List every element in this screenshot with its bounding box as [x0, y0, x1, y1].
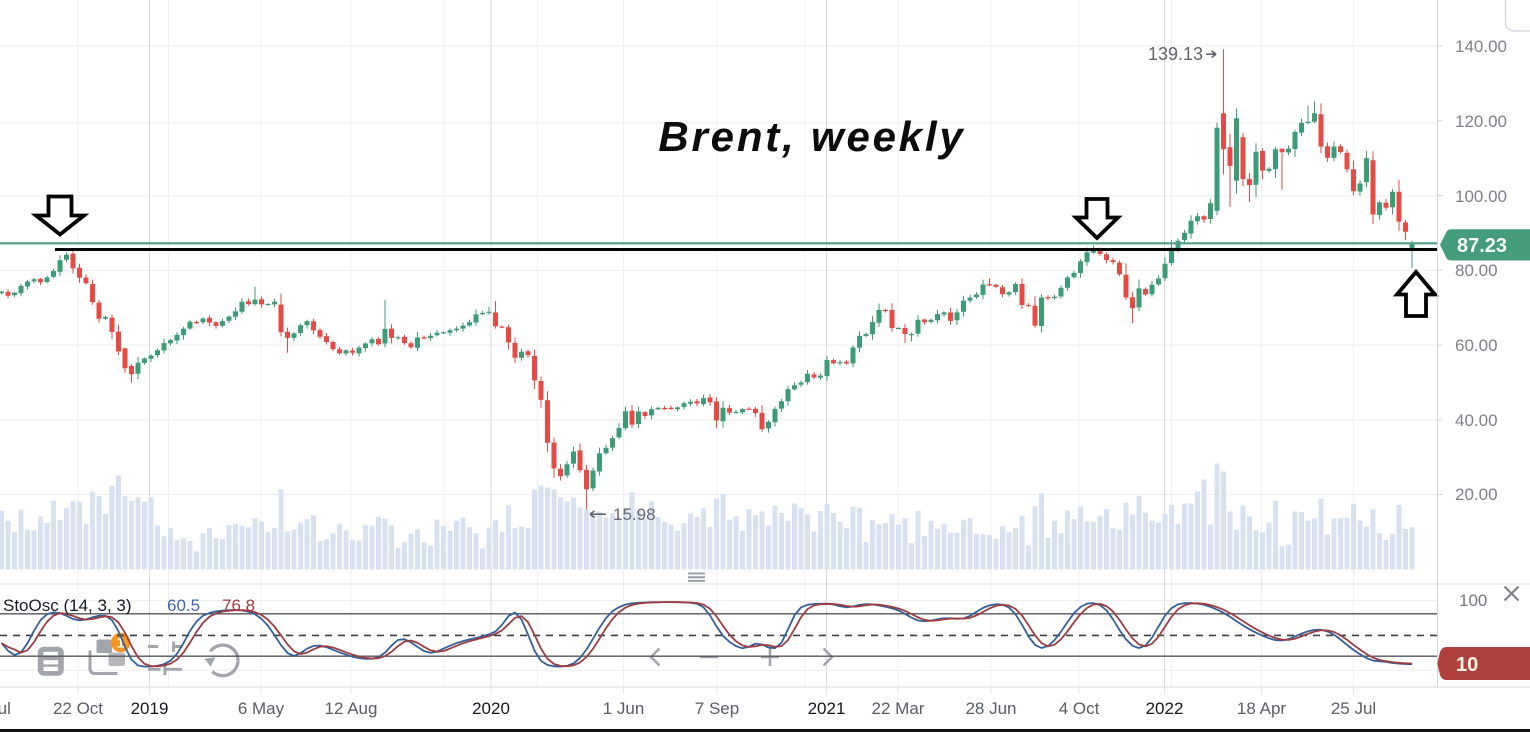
svg-text:60.00: 60.00 — [1455, 336, 1498, 355]
svg-text:22 Mar: 22 Mar — [872, 699, 925, 718]
svg-text:1: 1 — [117, 636, 125, 652]
svg-text:120.00: 120.00 — [1455, 112, 1507, 131]
svg-text:15.98: 15.98 — [613, 505, 656, 524]
svg-text:2021: 2021 — [808, 699, 846, 718]
svg-text:80.00: 80.00 — [1455, 261, 1498, 280]
svg-text:2020: 2020 — [472, 699, 510, 718]
svg-text:28 Jun: 28 Jun — [965, 699, 1016, 718]
svg-text:40.00: 40.00 — [1455, 411, 1498, 430]
svg-text:12 Aug: 12 Aug — [325, 699, 378, 718]
svg-text:60.5: 60.5 — [167, 596, 200, 615]
svg-text:25 Jul: 25 Jul — [1331, 699, 1376, 718]
svg-text:76.8: 76.8 — [222, 596, 255, 615]
svg-text:StoOsc (14, 3, 3): StoOsc (14, 3, 3) — [3, 596, 132, 615]
svg-text:2022: 2022 — [1146, 699, 1184, 718]
svg-text:140.00: 140.00 — [1455, 37, 1507, 56]
svg-text:1 Jun: 1 Jun — [603, 699, 645, 718]
svg-text:Brent, weekly: Brent, weekly — [658, 113, 965, 160]
svg-text:22 Oct: 22 Oct — [53, 699, 103, 718]
svg-text:4 Oct: 4 Oct — [1059, 699, 1100, 718]
svg-text:7 Sep: 7 Sep — [695, 699, 739, 718]
svg-text:6 May: 6 May — [238, 699, 285, 718]
svg-text:100: 100 — [1459, 591, 1487, 610]
svg-text:Jul: Jul — [0, 699, 11, 718]
svg-text:2019: 2019 — [131, 699, 169, 718]
svg-text:20.00: 20.00 — [1455, 485, 1498, 504]
svg-text:100.00: 100.00 — [1455, 187, 1507, 206]
svg-text:139.13: 139.13 — [1148, 44, 1203, 64]
svg-text:18 Apr: 18 Apr — [1237, 699, 1286, 718]
svg-text:10: 10 — [1456, 654, 1478, 676]
svg-text:87.23: 87.23 — [1457, 235, 1507, 257]
